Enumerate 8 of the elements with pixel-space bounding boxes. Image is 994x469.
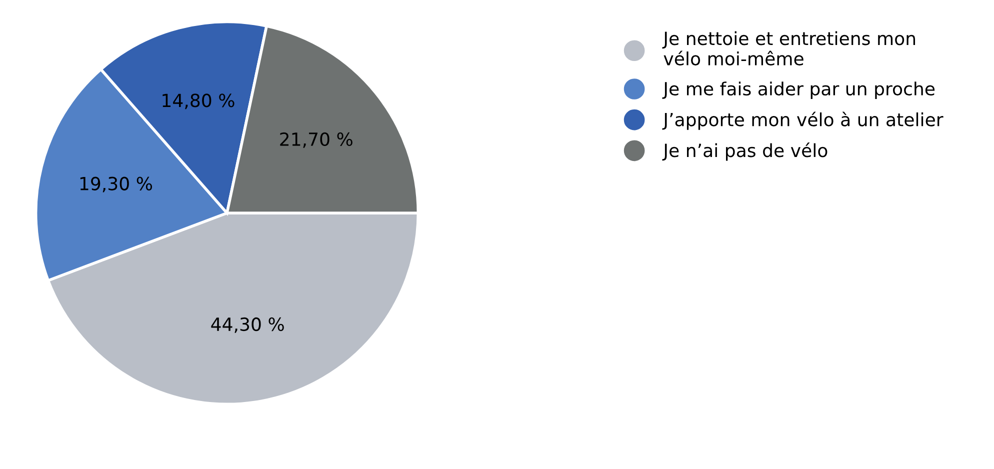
- legend-label: Je nettoie et entretiens mon vélo moi-même: [662, 31, 916, 66]
- data-label: 44,30 %: [211, 317, 284, 333]
- legend-label: Je me fais aider par un proche: [662, 82, 935, 100]
- data-label: 19,30 %: [80, 176, 152, 192]
- data-label: 14,80 %: [162, 94, 234, 110]
- legend-label: Je n’ai pas de vélo: [662, 142, 828, 161]
- legend-label: J’apporte mon vélo à un atelier: [662, 112, 944, 130]
- data-label: 21,70 %: [280, 132, 352, 148]
